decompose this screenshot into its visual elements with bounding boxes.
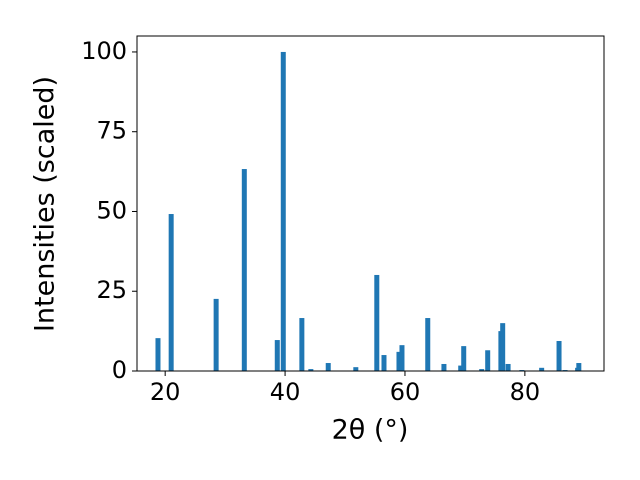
bar	[556, 341, 562, 371]
bar	[374, 274, 380, 371]
bar	[155, 338, 161, 371]
y-tick-label: 100	[81, 37, 127, 65]
y-tick-label: 50	[96, 196, 127, 224]
y-tick-label: 0	[112, 356, 127, 384]
bar	[500, 323, 506, 371]
y-tick-label: 75	[96, 117, 127, 145]
y-tick-label: 25	[96, 276, 127, 304]
bar	[485, 350, 491, 371]
bar	[576, 363, 582, 371]
bar	[241, 169, 247, 371]
y-axis-label: Intensities (scaled)	[30, 76, 61, 332]
bar	[539, 367, 545, 371]
bar	[425, 318, 431, 371]
x-tick-label: 60	[390, 378, 421, 406]
bar	[381, 355, 387, 371]
bar	[399, 345, 405, 371]
bar	[274, 340, 280, 371]
bar	[168, 214, 174, 371]
bar	[280, 51, 286, 371]
bar	[213, 298, 219, 371]
bar	[308, 369, 314, 371]
bar	[505, 363, 511, 371]
x-tick-label: 20	[150, 378, 181, 406]
bar	[458, 365, 464, 371]
bar	[479, 369, 485, 371]
x-tick-label: 80	[510, 378, 541, 406]
x-axis-label: 2θ (°)	[332, 415, 409, 446]
bar	[299, 318, 305, 371]
bar	[441, 363, 447, 371]
bar	[396, 351, 402, 371]
bar	[325, 363, 331, 371]
plot-frame	[136, 35, 605, 372]
bar	[461, 346, 467, 371]
x-tick-label: 40	[270, 378, 301, 406]
bar	[353, 367, 359, 371]
